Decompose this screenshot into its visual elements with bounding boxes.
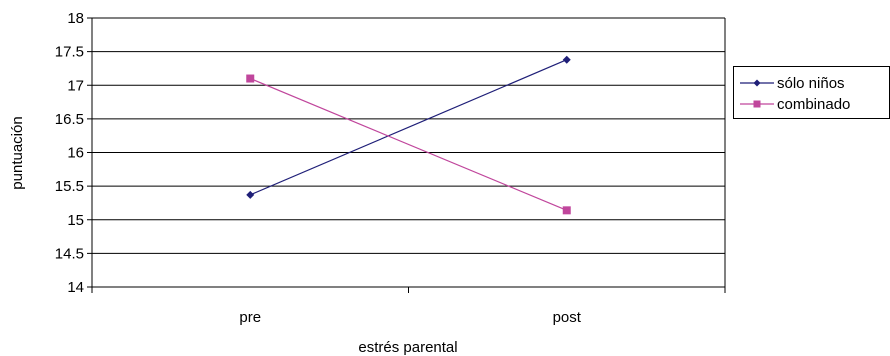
y-tick-label: 16 <box>67 145 84 162</box>
data-point-square <box>246 74 255 83</box>
diamond-marker-icon <box>740 79 774 87</box>
gridlines <box>92 17 726 287</box>
legend-label-solo-ninos: sólo niños <box>777 74 845 92</box>
data-point-diamond <box>562 55 571 64</box>
y-tick-labels: 14 14.5 15 15.5 16 16.5 17 17.5 18 <box>55 10 92 296</box>
y-tick-label: 15.5 <box>55 178 84 195</box>
series-line-1 <box>250 77 567 211</box>
y-tick-label: 14 <box>67 279 84 296</box>
x-tick-label: pre <box>239 309 261 326</box>
series-lines <box>246 55 571 215</box>
x-tick-label: post <box>553 309 582 326</box>
y-tick-label: 14.5 <box>55 245 84 262</box>
y-axis-title: puntuación <box>9 116 26 189</box>
legend: sólo niños combinado <box>733 66 890 119</box>
y-tick-label: 15 <box>67 212 84 229</box>
series-line-0 <box>250 59 567 196</box>
y-tick-label: 17.5 <box>55 44 84 61</box>
y-tick-label: 18 <box>67 10 84 27</box>
legend-item-combinado: combinado <box>740 94 850 114</box>
y-tick-label: 16.5 <box>55 111 84 128</box>
y-tick-label: 17 <box>67 77 84 94</box>
data-point-square <box>562 206 571 215</box>
x-tick-labels: pre post <box>91 287 726 326</box>
legend-item-solo-ninos: sólo niños <box>740 73 845 93</box>
data-point-diamond <box>246 190 255 199</box>
legend-label-combinado: combinado <box>777 95 851 113</box>
x-axis-title: estrés parental <box>358 339 457 356</box>
square-marker-icon <box>740 100 774 108</box>
